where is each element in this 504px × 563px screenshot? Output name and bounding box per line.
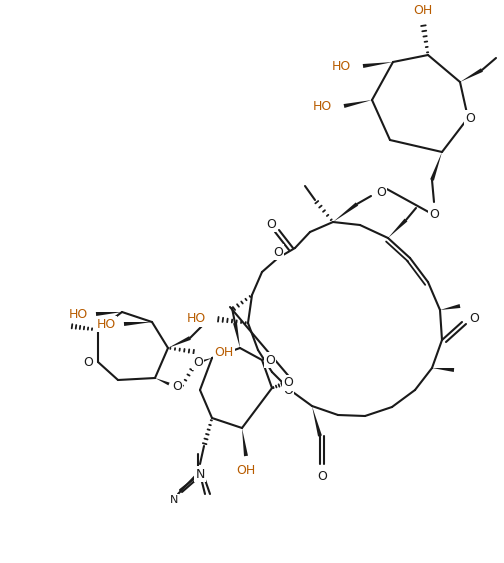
Text: HO: HO	[69, 307, 88, 320]
Text: N: N	[196, 467, 205, 480]
Text: OH: OH	[214, 346, 233, 359]
Text: O: O	[469, 311, 479, 324]
Text: O: O	[83, 355, 93, 369]
Polygon shape	[155, 378, 169, 386]
Text: O: O	[317, 470, 327, 482]
Text: OH: OH	[413, 5, 432, 17]
Polygon shape	[363, 62, 393, 68]
Text: O: O	[465, 111, 475, 124]
Text: N: N	[170, 495, 178, 505]
Text: O: O	[83, 355, 93, 369]
Text: O: O	[265, 354, 275, 367]
Polygon shape	[124, 322, 152, 326]
Text: N: N	[196, 467, 205, 480]
Text: O: O	[465, 111, 475, 124]
Text: O: O	[266, 217, 276, 230]
Polygon shape	[200, 358, 212, 364]
Text: HO: HO	[331, 60, 351, 73]
Text: HO: HO	[186, 312, 206, 325]
Polygon shape	[460, 68, 483, 82]
Text: O: O	[193, 355, 203, 369]
Polygon shape	[233, 323, 240, 348]
Text: O: O	[317, 470, 327, 482]
Polygon shape	[333, 203, 358, 222]
Text: O: O	[172, 379, 182, 392]
Text: O: O	[429, 208, 439, 221]
Text: O: O	[283, 377, 293, 390]
Text: O: O	[273, 245, 283, 258]
Text: O: O	[376, 185, 386, 199]
Text: HO: HO	[69, 307, 88, 320]
Polygon shape	[440, 304, 460, 310]
Text: O: O	[283, 383, 293, 396]
Text: OH: OH	[413, 5, 432, 17]
Polygon shape	[242, 428, 248, 456]
Text: HO: HO	[331, 60, 351, 73]
Text: O: O	[172, 379, 182, 392]
Polygon shape	[344, 100, 372, 108]
Text: O: O	[429, 208, 439, 221]
Polygon shape	[388, 218, 407, 238]
Text: HO: HO	[312, 100, 332, 113]
Text: O: O	[273, 245, 283, 258]
Text: O: O	[265, 354, 275, 367]
Polygon shape	[168, 336, 191, 348]
Polygon shape	[96, 312, 122, 316]
Text: OH: OH	[236, 463, 256, 476]
Text: O: O	[283, 377, 293, 390]
Text: O: O	[193, 355, 203, 369]
Text: O: O	[266, 217, 276, 230]
Text: O: O	[283, 383, 293, 396]
Polygon shape	[312, 406, 322, 436]
Text: HO: HO	[96, 318, 115, 330]
Text: O: O	[469, 311, 479, 324]
Text: O: O	[376, 185, 386, 199]
Text: OH: OH	[214, 346, 233, 359]
Text: HO: HO	[186, 312, 206, 325]
Text: HO: HO	[312, 100, 332, 113]
Polygon shape	[432, 368, 454, 372]
Text: HO: HO	[96, 318, 115, 330]
Text: OH: OH	[236, 463, 256, 476]
Polygon shape	[430, 152, 442, 181]
